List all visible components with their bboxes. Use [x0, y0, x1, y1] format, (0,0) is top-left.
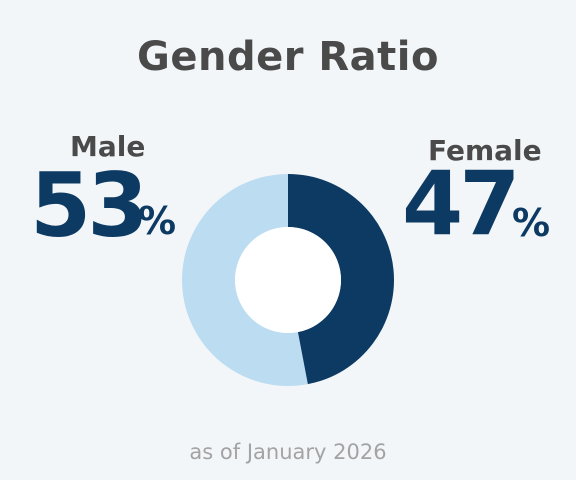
donut-slice-female — [288, 174, 395, 385]
donut-slice-male — [182, 174, 308, 386]
donut-hole — [235, 227, 341, 333]
donut-chart — [182, 174, 395, 386]
male-percent-sign: % — [138, 199, 177, 243]
male-percentage-value: 53 — [30, 154, 148, 257]
female-percentage-value: 47 — [402, 152, 520, 255]
male-label: Male — [70, 130, 146, 163]
as-of-date: as of January 2026 — [189, 440, 387, 464]
female-label: Female — [428, 134, 542, 167]
female-percent-sign: % — [512, 201, 551, 245]
chart-title: Gender Ratio — [137, 34, 439, 80]
